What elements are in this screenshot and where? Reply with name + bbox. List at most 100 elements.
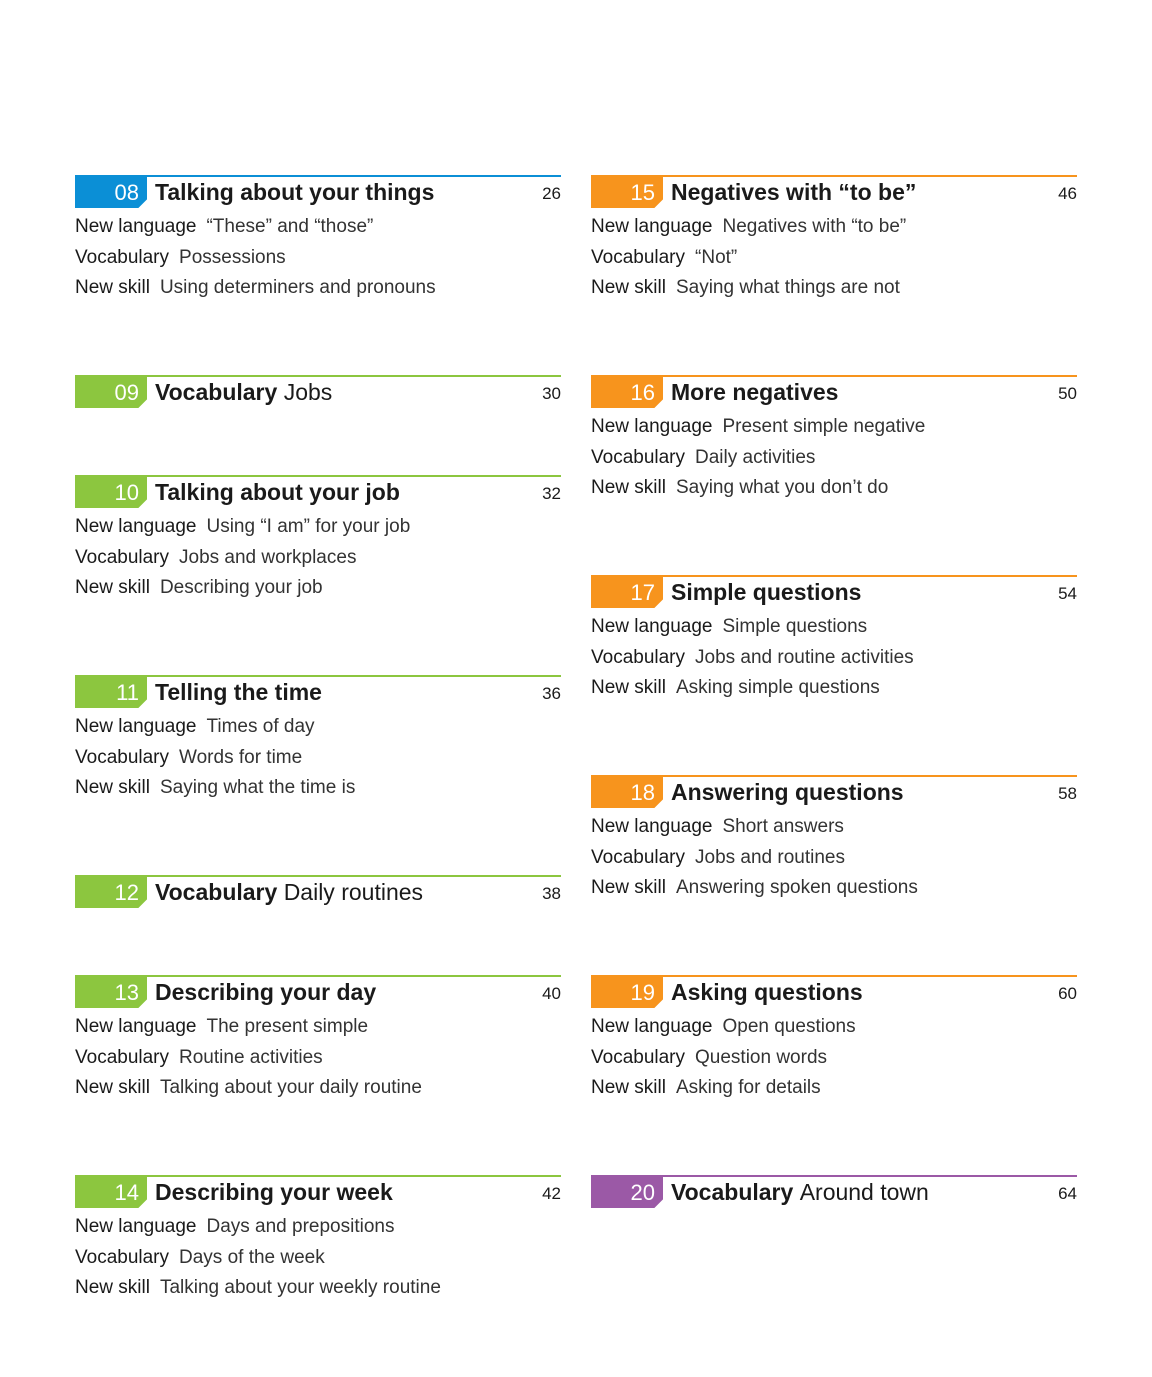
detail-value: “Not” [695, 246, 738, 268]
contents-unit[interactable]: 16 More negatives 50 New language Present si… [591, 375, 1077, 504]
unit-page-number: 64 [1058, 1184, 1077, 1203]
unit-detail-line: New skill Saying what things are not [591, 273, 1077, 304]
unit-number: 15 [591, 177, 663, 208]
unit-number: 10 [75, 477, 147, 508]
unit-page-number: 40 [542, 984, 561, 1003]
detail-label: Vocabulary [75, 1246, 170, 1268]
unit-heading: 12 Vocabulary Daily routines 38 [75, 875, 561, 908]
detail-value: Asking simple questions [675, 677, 880, 698]
unit-details: New language Using “I am” for your job Voc… [75, 508, 561, 604]
detail-value: Saying what things are not [675, 277, 900, 298]
unit-title-bold: Vocabulary [155, 379, 278, 405]
contents-unit[interactable]: 12 Vocabulary Daily routines 38 [75, 875, 561, 908]
unit-title: Simple questions [671, 577, 861, 608]
unit-heading: 18 Answering questions 58 [591, 775, 1077, 808]
detail-label: New skill [591, 477, 666, 498]
unit-detail-line: New skill Saying what the time is [75, 773, 561, 804]
contents-unit[interactable]: 20 Vocabulary Around town 64 [591, 1175, 1077, 1208]
unit-details: New language Present simple negative Vocab… [591, 408, 1077, 504]
unit-number: 11 [75, 677, 147, 708]
unit-number: 08 [75, 177, 147, 208]
unit-detail-line: New language The present simple [75, 1012, 561, 1043]
detail-label: New skill [75, 577, 150, 598]
detail-value: Asking for details [675, 1077, 821, 1098]
detail-value: Using determiners and pronouns [159, 277, 436, 298]
unit-page-number: 30 [542, 384, 561, 403]
unit-detail-line: New language Simple questions [591, 612, 1077, 643]
contents-unit[interactable]: 10 Talking about your job 32 New language Us… [75, 475, 561, 604]
unit-title-bold: Negatives with “to be” [671, 179, 917, 205]
contents-unit[interactable]: 11 Telling the time 36 New language Times of… [75, 675, 561, 804]
unit-details: New language Days and prepositions Vocabul… [75, 1208, 561, 1304]
detail-label: New skill [591, 677, 666, 698]
unit-title-bold: Vocabulary [155, 879, 278, 905]
detail-value: Using “I am” for your job [206, 516, 411, 537]
contents-unit[interactable]: 13 Describing your day 40 New language The p… [75, 975, 561, 1104]
unit-heading: 08 Talking about your things 26 [75, 175, 561, 208]
unit-title: Vocabulary Jobs [155, 377, 332, 408]
unit-detail-line: Vocabulary Jobs and routines [591, 843, 1077, 874]
unit-title-bold: Simple questions [671, 579, 862, 605]
detail-label: New language [591, 1016, 713, 1037]
unit-title-bold: Talking about your job [155, 479, 400, 505]
unit-title: Talking about your job [155, 477, 400, 508]
detail-label: Vocabulary [591, 446, 686, 468]
detail-label: Vocabulary [75, 246, 170, 268]
detail-label: New skill [591, 277, 666, 298]
unit-detail-line: Vocabulary Question words [591, 1043, 1077, 1074]
unit-detail-line: Vocabulary Routine activities [75, 1043, 561, 1074]
unit-detail-line: Vocabulary Jobs and workplaces [75, 543, 561, 574]
unit-title-bold: Answering questions [671, 779, 904, 805]
unit-detail-line: Vocabulary Words for time [75, 743, 561, 774]
unit-title: Asking questions [671, 977, 863, 1008]
unit-detail-line: Vocabulary Jobs and routine activities [591, 643, 1077, 674]
unit-detail-line: New skill Asking for details [591, 1073, 1077, 1104]
unit-detail-line: New skill Talking about your daily routin… [75, 1073, 561, 1104]
detail-value: The present simple [206, 1016, 369, 1037]
unit-details: New language The present simple Vocabulary… [75, 1008, 561, 1104]
detail-label: Vocabulary [75, 546, 170, 568]
unit-page-number: 36 [542, 684, 561, 703]
unit-title-bold: Telling the time [155, 679, 322, 705]
unit-details: New language Negatives with “to be” Vocabu… [591, 208, 1077, 304]
contents-unit[interactable]: 08 Talking about your things 26 New languag… [75, 175, 561, 304]
contents-unit[interactable]: 14 Describing your week 42 New language Days… [75, 1175, 561, 1304]
detail-label: New language [75, 1216, 197, 1237]
detail-label: New language [75, 1016, 197, 1037]
contents-unit[interactable]: 09 Vocabulary Jobs 30 [75, 375, 561, 408]
unit-title-bold: Describing your week [155, 1179, 393, 1205]
unit-title: Answering questions [671, 777, 904, 808]
unit-page-number: 60 [1058, 984, 1077, 1003]
unit-detail-line: Vocabulary Days of the week [75, 1243, 561, 1274]
detail-value: Possessions [179, 246, 286, 268]
unit-page-number: 38 [542, 884, 561, 903]
unit-heading: 20 Vocabulary Around town 64 [591, 1175, 1077, 1208]
unit-number: 13 [75, 977, 147, 1008]
detail-label: Vocabulary [591, 646, 686, 668]
contents-unit[interactable]: 15 Negatives with “to be” 46 New language Ne… [591, 175, 1077, 304]
contents-unit[interactable]: 17 Simple questions 54 New language Simple q… [591, 575, 1077, 704]
unit-number: 14 [75, 1177, 147, 1208]
unit-details: New language “These” and “those” Vocabular… [75, 208, 561, 304]
unit-details: New language Simple questions Vocabulary Jo… [591, 608, 1077, 704]
unit-heading: 16 More negatives 50 [591, 375, 1077, 408]
contents-unit[interactable]: 19 Asking questions 60 New language Open que… [591, 975, 1077, 1104]
detail-label: New language [591, 216, 713, 237]
unit-title-plain: Daily routines [283, 879, 424, 905]
unit-title: Negatives with “to be” [671, 177, 916, 208]
detail-label: New language [591, 416, 713, 437]
contents-unit[interactable]: 18 Answering questions 58 New language Short… [591, 775, 1077, 904]
detail-label: Vocabulary [75, 746, 170, 768]
detail-label: New skill [75, 277, 150, 298]
unit-title-plain: Jobs [283, 379, 333, 405]
unit-heading: 14 Describing your week 42 [75, 1175, 561, 1208]
unit-detail-line: New skill Describing your job [75, 573, 561, 604]
unit-title: Describing your day [155, 977, 376, 1008]
detail-value: Days of the week [179, 1246, 325, 1268]
detail-value: Jobs and routines [695, 846, 846, 868]
unit-title-plain: Around town [799, 1179, 929, 1205]
unit-page-number: 58 [1058, 784, 1077, 803]
detail-value: Answering spoken questions [675, 877, 918, 898]
detail-value: Short answers [722, 816, 844, 837]
unit-number: 09 [75, 377, 147, 408]
